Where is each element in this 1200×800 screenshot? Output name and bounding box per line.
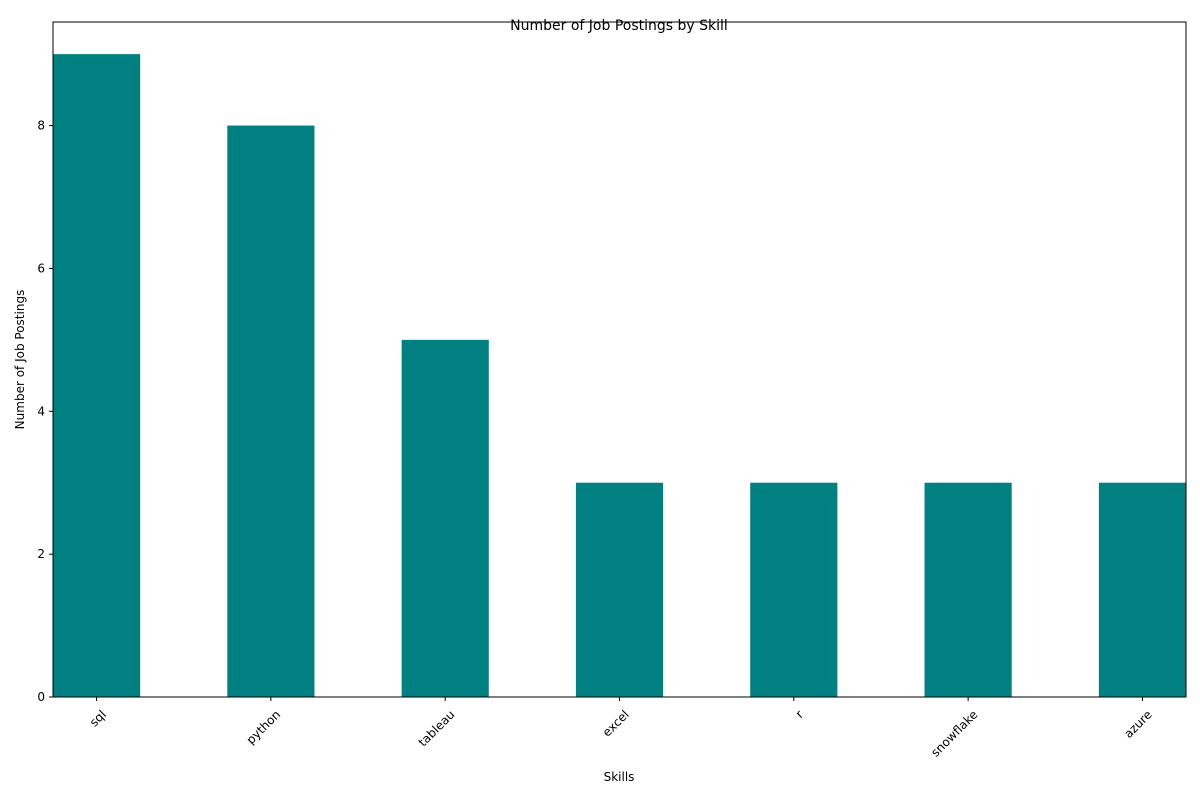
bar-sql: [53, 54, 141, 697]
bar-tableau: [401, 339, 489, 697]
x-axis-label: Skills: [604, 770, 635, 784]
y-tick-label-0: 0: [37, 690, 45, 704]
x-tick-label-r: r: [793, 707, 806, 720]
x-tick-label-tableau: tableau: [416, 707, 458, 749]
bar-r: [750, 482, 838, 697]
y-axis: 0 2 4 6 8: [37, 119, 53, 704]
bar-snowflake: [924, 482, 1012, 697]
x-tick-label-excel: excel: [600, 707, 632, 739]
bar-azure: [1098, 482, 1186, 697]
bar-python: [227, 125, 315, 697]
y-tick-label-2: 2: [37, 547, 45, 561]
x-tick-label-python: python: [244, 707, 284, 747]
plot-frame: [52, 21, 1187, 698]
y-tick-label-4: 4: [37, 404, 45, 418]
y-tick-label-8: 8: [37, 119, 45, 133]
bars-group: [53, 54, 1186, 697]
x-tick-label-snowflake: snowflake: [928, 707, 980, 759]
x-tick-label-sql: sql: [87, 707, 109, 729]
y-axis-label: Number of Job Postings: [13, 290, 27, 430]
x-axis: sql python tableau excel r snowflake azure: [87, 697, 1155, 760]
bar-excel: [575, 482, 664, 697]
y-tick-label-6: 6: [37, 261, 45, 275]
chart-title: Number of Job Postings by Skill: [510, 18, 728, 34]
x-tick-label-azure: azure: [1121, 707, 1154, 740]
